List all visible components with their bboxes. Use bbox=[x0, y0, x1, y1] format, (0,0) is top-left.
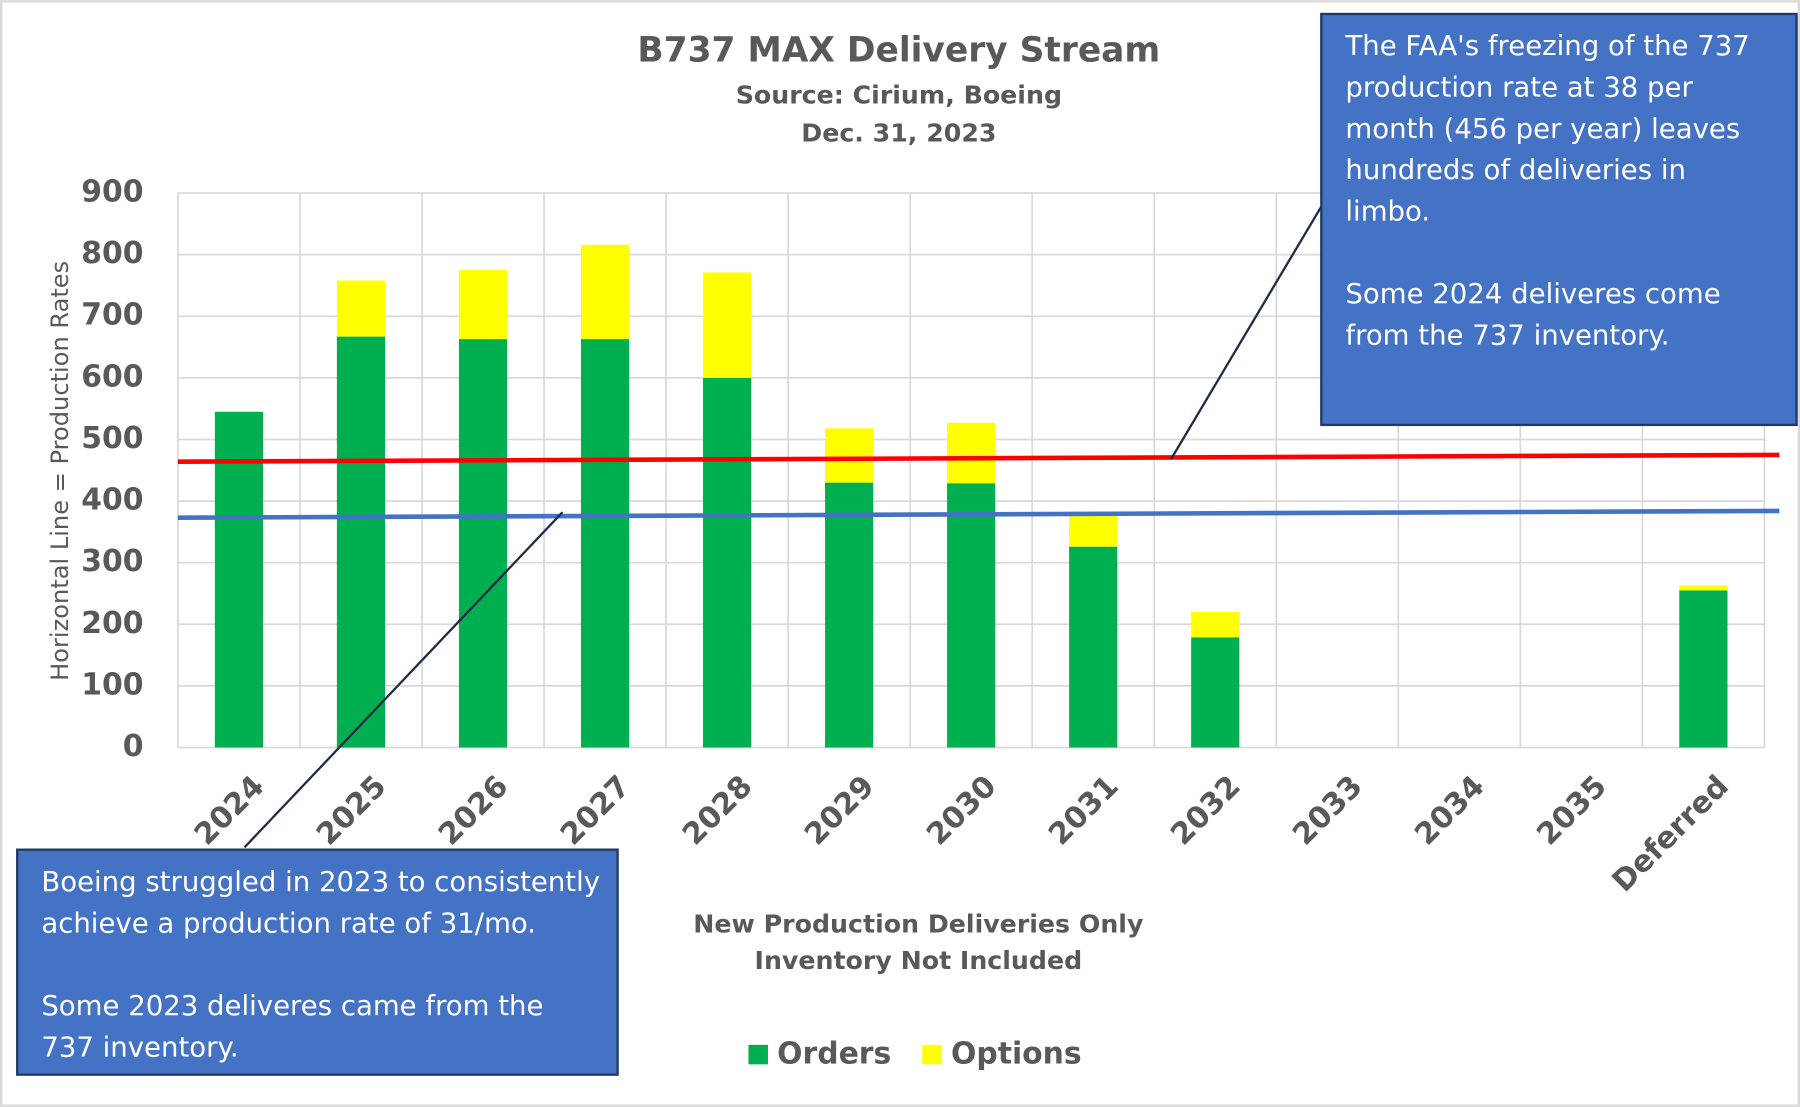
callout-box bbox=[1320, 12, 1798, 427]
chart-title: B737 MAX Delivery Stream bbox=[637, 30, 1160, 70]
callout-leader bbox=[1169, 192, 1331, 460]
bar-segment bbox=[336, 336, 386, 748]
x-axis-title: New Production Deliveries Only bbox=[693, 909, 1143, 938]
chart-subtitle: Source: Cirium, Boeing bbox=[736, 81, 1062, 110]
callout-text: achieve a production rate of 31/mo. bbox=[41, 907, 536, 939]
bar-segment bbox=[947, 483, 996, 748]
bar-segment bbox=[1069, 513, 1118, 547]
bar-segment bbox=[702, 377, 752, 748]
callout: Boeing struggled in 2023 to consistently… bbox=[16, 848, 619, 1076]
bar-segment bbox=[458, 339, 508, 748]
callout-leader bbox=[243, 511, 564, 849]
reference-line bbox=[177, 508, 1780, 521]
y-tick-label: 200 bbox=[81, 606, 143, 641]
callout-text: Some 2024 deliveres come bbox=[1345, 278, 1720, 310]
y-tick-label: 500 bbox=[81, 421, 143, 456]
y-tick-label: 800 bbox=[81, 236, 143, 271]
legend-swatch bbox=[748, 1044, 768, 1065]
x-axis-title: Inventory Not Included bbox=[755, 946, 1083, 975]
y-tick-label: 300 bbox=[81, 544, 143, 579]
bar-segment bbox=[214, 411, 264, 748]
bar-segment bbox=[825, 482, 874, 748]
bar-segment bbox=[702, 272, 752, 378]
bar-segment bbox=[1191, 637, 1240, 748]
bar-segment bbox=[1679, 585, 1728, 591]
callout-text: limbo. bbox=[1345, 196, 1430, 228]
y-tick-label: 900 bbox=[81, 175, 143, 210]
y-tick-label: 400 bbox=[81, 483, 143, 518]
callout-text: Boeing struggled in 2023 to consistently bbox=[41, 866, 600, 898]
bar-segment bbox=[336, 280, 386, 337]
callout-text: The FAA's freezing of the 737 bbox=[1344, 30, 1749, 62]
legend-label: Orders bbox=[777, 1037, 891, 1072]
y-tick-label: 100 bbox=[81, 667, 143, 702]
callout-text: Some 2023 deliveres came from the bbox=[41, 990, 543, 1022]
callout-text: production rate at 38 per bbox=[1345, 72, 1693, 104]
legend-swatch bbox=[922, 1044, 942, 1065]
legend-label: Options bbox=[951, 1037, 1082, 1072]
bar-segment bbox=[825, 428, 874, 483]
bar-segment bbox=[947, 422, 996, 484]
callout-box bbox=[16, 848, 619, 1076]
annotations: The FAA's freezing of the 737 production … bbox=[16, 12, 1798, 1076]
y-axis-title: Horizontal Line = Production Rates bbox=[46, 261, 74, 681]
bar-segment bbox=[458, 270, 508, 340]
y-tick-label: 600 bbox=[81, 359, 143, 394]
callout-text: month (456 per year) leaves bbox=[1345, 113, 1740, 145]
bar-segment bbox=[580, 244, 630, 340]
y-tick-label: 700 bbox=[81, 298, 143, 333]
callout: The FAA's freezing of the 737 production … bbox=[1320, 12, 1798, 427]
chart-subtitle: Dec. 31, 2023 bbox=[801, 118, 996, 147]
bar-segment bbox=[1191, 611, 1240, 638]
y-tick-label: 0 bbox=[123, 729, 144, 764]
bar-segment bbox=[1679, 590, 1728, 748]
bar-segment bbox=[580, 339, 630, 748]
callout-text: hundreds of deliveries in bbox=[1345, 154, 1686, 186]
bar-segment bbox=[1069, 546, 1118, 748]
callout-text: 737 inventory. bbox=[41, 1031, 238, 1063]
reference-line bbox=[177, 452, 1780, 464]
callout-text: from the 737 inventory. bbox=[1345, 320, 1669, 352]
